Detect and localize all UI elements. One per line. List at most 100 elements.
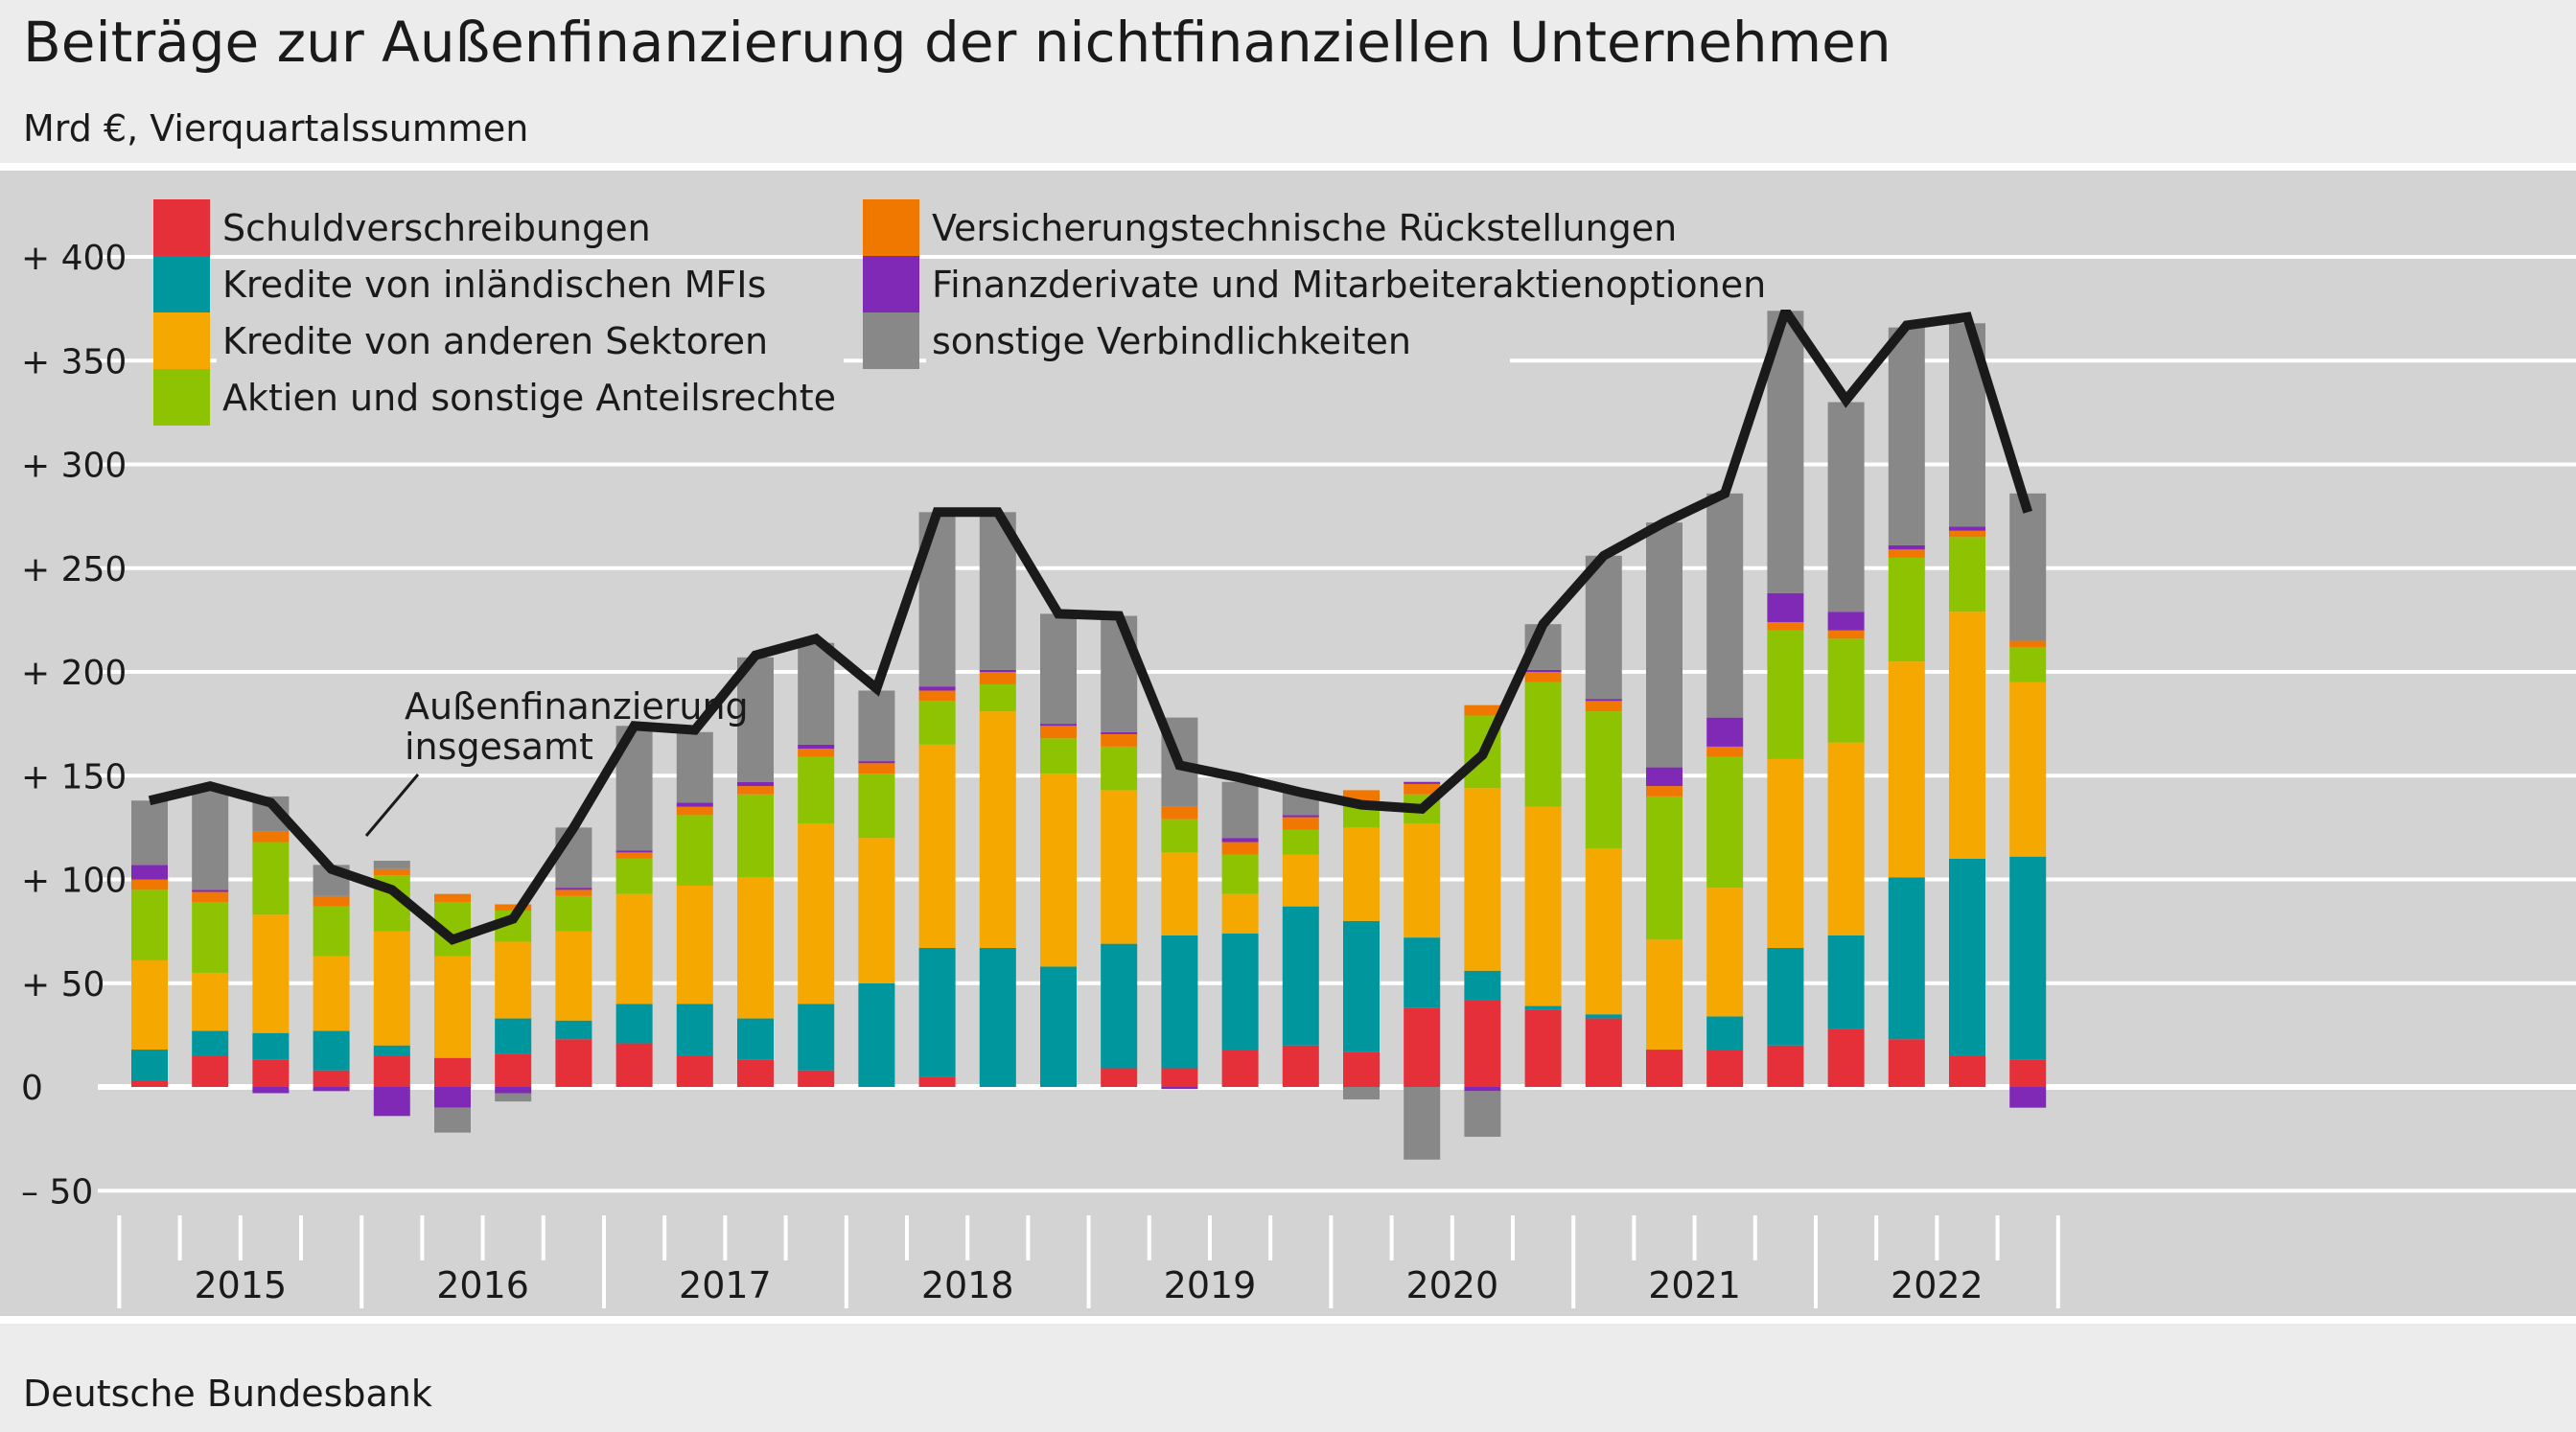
bar-segment (858, 690, 895, 762)
bar-segment (1585, 711, 1622, 849)
bar-segment (1524, 1005, 1562, 1010)
bar-segment (1282, 829, 1319, 855)
bar-segment (252, 914, 290, 1033)
legend-swatch (153, 199, 210, 256)
bar-segment (918, 701, 956, 745)
bar-segment (615, 1043, 653, 1087)
bar-segment (1767, 947, 1804, 1046)
x-year-label: 2019 (1164, 1264, 1257, 1306)
bar-segment (615, 858, 653, 894)
bar-segment (1646, 767, 1683, 787)
bar-segment (1221, 854, 1259, 894)
x-year-label: 2015 (194, 1264, 287, 1306)
bar-segment (495, 941, 532, 1019)
bar-segment (737, 786, 774, 795)
legend-label: Schuldverschreibungen (222, 207, 651, 249)
x-year-label: 2020 (1405, 1264, 1498, 1306)
bar-segment (1464, 970, 1501, 1001)
bar-segment (979, 683, 1016, 712)
bar-segment (1040, 724, 1077, 727)
bar-segment (1706, 1050, 1744, 1087)
bar-segment (1040, 726, 1077, 739)
bar-segment (918, 744, 956, 948)
y-tick-label: + 350 (21, 342, 127, 381)
bar-segment (1585, 699, 1622, 702)
bar-segment (1464, 704, 1501, 716)
bar-segment (1585, 848, 1622, 1015)
legend-swatch (153, 369, 210, 426)
bar-segment (1524, 1009, 1562, 1087)
bar-segment (615, 1004, 653, 1044)
bar-segment (1646, 1050, 1683, 1087)
bar-segment (1161, 1068, 1198, 1087)
bar-segment (373, 861, 410, 869)
bar-segment (131, 959, 168, 1051)
bar-segment (615, 850, 653, 853)
bar-segment (1827, 742, 1865, 935)
y-tick-label: + 300 (21, 447, 127, 486)
bar-segment (555, 1039, 592, 1087)
bar-segment (1888, 661, 1925, 878)
bar-segment (1767, 630, 1804, 759)
bar-segment (1827, 935, 1865, 1029)
legend-label: Kredite von anderen Sektoren (222, 320, 768, 362)
bar-segment (434, 1057, 471, 1087)
y-tick-label: + 150 (21, 757, 127, 797)
bar-segment (1646, 786, 1683, 797)
y-tick-label: – 50 (21, 1172, 93, 1212)
bar-segment (1464, 1000, 1501, 1087)
bar-segment (313, 956, 350, 1031)
bar-segment (1646, 939, 1683, 1051)
bar-segment (192, 1055, 229, 1087)
x-year-label: 2018 (921, 1264, 1014, 1306)
bar-segment (192, 1030, 229, 1056)
bar-segment (1827, 612, 1865, 631)
legend-label-bg (217, 260, 866, 310)
bar-segment (979, 672, 1016, 684)
bar-segment (1404, 937, 1441, 1008)
legend-label-bg (217, 373, 952, 423)
bar-segment (313, 906, 350, 957)
legend-label: Kredite von inländischen MFIs (222, 264, 766, 306)
total-line (148, 300, 2032, 945)
bar-segment (858, 774, 895, 839)
bar-segment (555, 889, 592, 896)
bar-segment (798, 744, 835, 750)
bar-segment (252, 842, 290, 915)
annotation-line1: Außenfinanzierung (405, 685, 749, 728)
bar-segment (1949, 858, 1985, 1056)
bar-segment (1524, 806, 1562, 1006)
bar-segment (495, 1087, 532, 1094)
bar-segment (737, 1018, 774, 1060)
bar-segment (979, 669, 1016, 672)
bar-segment (495, 1053, 532, 1087)
bar-segment (373, 868, 410, 876)
x-year-label: 2016 (436, 1264, 529, 1306)
bar-segment (858, 761, 895, 764)
bar-segment (676, 815, 713, 886)
legend-label-bg (217, 316, 844, 366)
bar-segment (1343, 827, 1380, 921)
bar-segment (798, 749, 835, 757)
bar-segment (131, 879, 168, 890)
bar-segment (1888, 544, 1925, 550)
bar-segment (858, 763, 895, 774)
bar-segment (737, 657, 774, 782)
bar-segment (434, 956, 471, 1058)
bar-segment (798, 756, 835, 824)
bar-segment (2009, 856, 2047, 1060)
bar-segment (1888, 557, 1925, 662)
bar-segment (1343, 1087, 1380, 1099)
bar-segment (313, 1087, 350, 1092)
bar-segment (1585, 701, 1622, 712)
bar-segment (1888, 1039, 1925, 1087)
bar-segment (131, 1080, 168, 1087)
bar-segment (1827, 1028, 1865, 1087)
bar-segment (495, 1093, 532, 1102)
bar-segment (252, 1032, 290, 1060)
bar-segment (555, 895, 592, 932)
legend-swatch (863, 312, 919, 369)
legend-swatch (153, 312, 210, 369)
bar-segment (1949, 1055, 1985, 1087)
legend-label: Finanzderivate und Mitarbeiteraktienopti… (932, 264, 1766, 306)
